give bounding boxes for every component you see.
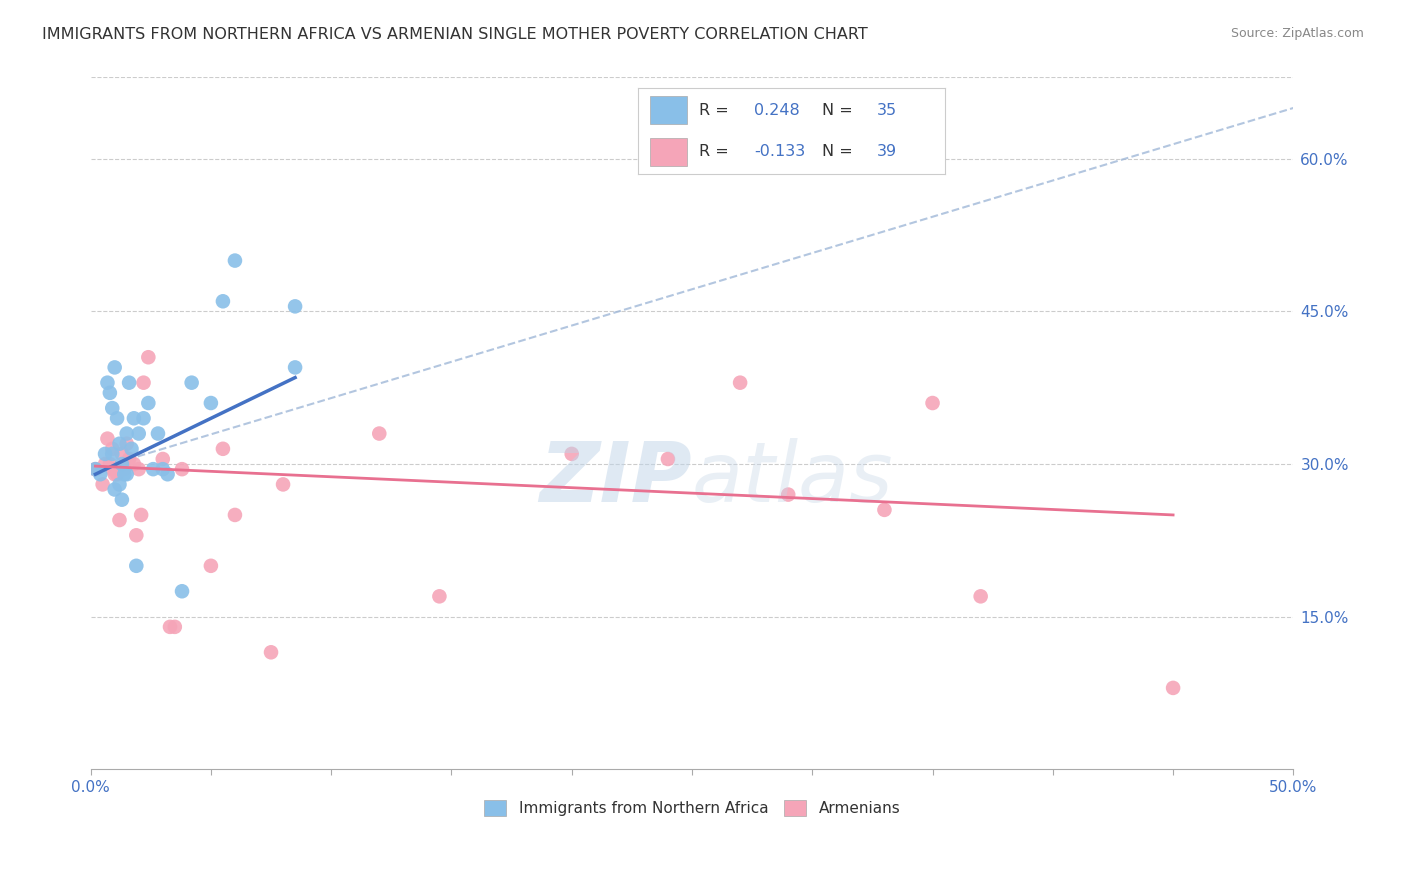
Point (1161, 681, 1184, 695)
Point (111, 492, 134, 507)
Point (128, 426, 150, 441)
Point (873, 503, 896, 517)
Text: atlas: atlas (692, 438, 894, 519)
Point (138, 396, 160, 410)
Point (125, 558, 148, 573)
Point (260, 645, 283, 659)
Point (778, 487, 800, 501)
Point (111, 447, 134, 461)
Point (98, 385, 121, 400)
Point (105, 467, 128, 482)
Point (156, 467, 179, 482)
Text: ZIP: ZIP (540, 438, 692, 519)
Text: Source: ZipAtlas.com: Source: ZipAtlas.com (1230, 27, 1364, 40)
Point (118, 376, 141, 390)
Point (84, 462, 107, 476)
Point (284, 299, 307, 313)
Legend: Immigrants from Northern Africa, Armenians: Immigrants from Northern Africa, Armenia… (475, 793, 908, 824)
Point (89, 467, 111, 482)
Point (112, 462, 135, 476)
Point (129, 508, 152, 522)
Point (170, 462, 193, 476)
Point (101, 442, 124, 456)
Point (142, 462, 165, 476)
Point (96, 376, 118, 390)
Point (138, 350, 160, 364)
Point (728, 376, 751, 390)
Point (118, 452, 141, 467)
Point (101, 401, 124, 416)
Point (101, 447, 124, 461)
Point (146, 426, 169, 441)
Point (170, 584, 193, 599)
Point (152, 452, 174, 467)
Point (84, 462, 107, 476)
Point (969, 590, 991, 604)
Point (212, 442, 235, 456)
Point (271, 477, 294, 491)
Point (108, 477, 131, 491)
Point (657, 452, 679, 467)
Point (224, 253, 246, 268)
Point (111, 457, 134, 471)
Point (200, 558, 222, 573)
Point (122, 411, 145, 425)
Point (96, 432, 118, 446)
Point (115, 426, 138, 441)
Point (128, 462, 150, 476)
Point (224, 508, 246, 522)
Point (115, 467, 138, 482)
Point (159, 620, 181, 634)
Point (121, 442, 143, 456)
Point (115, 436, 138, 450)
Point (108, 436, 131, 450)
Point (101, 462, 124, 476)
Point (91, 477, 114, 491)
Point (212, 294, 235, 309)
Point (104, 360, 127, 375)
Point (561, 447, 583, 461)
Point (132, 376, 155, 390)
Point (132, 411, 155, 425)
Point (125, 528, 148, 542)
Point (921, 396, 943, 410)
Point (104, 483, 127, 497)
Point (94, 447, 117, 461)
Point (112, 467, 135, 482)
Point (200, 396, 222, 410)
Point (163, 620, 186, 634)
Point (180, 376, 202, 390)
Point (104, 467, 127, 482)
Text: IMMIGRANTS FROM NORTHERN AFRICA VS ARMENIAN SINGLE MOTHER POVERTY CORRELATION CH: IMMIGRANTS FROM NORTHERN AFRICA VS ARMEN… (42, 27, 868, 42)
Point (122, 457, 145, 471)
Point (105, 411, 128, 425)
Point (108, 513, 131, 527)
Point (429, 590, 451, 604)
Point (98, 457, 121, 471)
Point (284, 360, 307, 375)
Point (94, 457, 117, 471)
Point (368, 426, 391, 441)
Point (152, 462, 174, 476)
